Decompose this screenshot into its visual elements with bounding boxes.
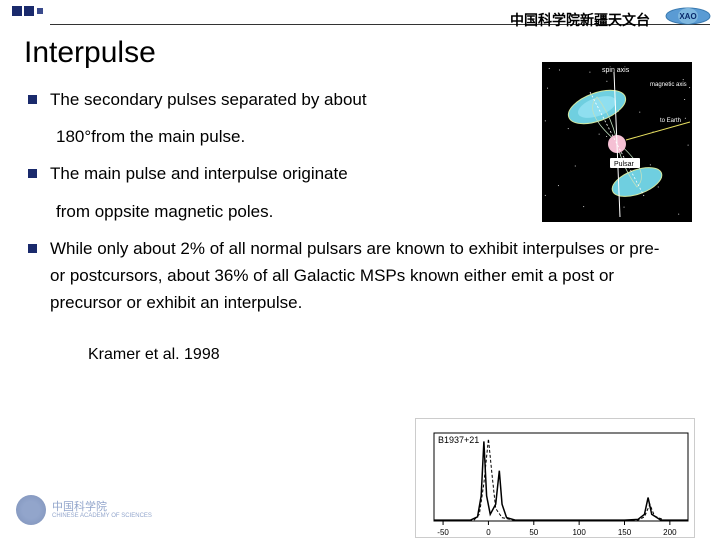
pulse-profile-chart: B1937+21 -50 0 50 100 150 200 xyxy=(415,418,695,538)
svg-text:0: 0 xyxy=(486,528,491,537)
svg-text:100: 100 xyxy=(572,528,586,537)
slide-header: 中国科学院新疆天文台 XAO xyxy=(0,0,720,26)
svg-text:Pulsar: Pulsar xyxy=(614,161,635,168)
cas-emblem-icon xyxy=(16,495,46,525)
svg-text:magnetic axis: magnetic axis xyxy=(650,82,687,88)
cas-cn-text: 中国科学院 xyxy=(52,501,152,513)
bullet-text: 180°from the main pulse. xyxy=(56,123,458,150)
header-decoration xyxy=(12,6,43,16)
cas-footer-text: 中国科学院 CHINESE ACADEMY OF SCIENCES xyxy=(52,501,152,520)
bullet-item: The secondary pulses separated by about … xyxy=(28,86,458,150)
slide-content: Interpulse The secondary pulses separate… xyxy=(0,26,720,364)
bullet-text: The secondary pulses separated by about xyxy=(50,90,367,109)
svg-text:to Earth: to Earth xyxy=(660,118,681,124)
bullet-item: While only about 2% of all normal pulsar… xyxy=(28,235,668,317)
cas-en-text: CHINESE ACADEMY OF SCIENCES xyxy=(52,513,152,520)
svg-text:B1937+21: B1937+21 xyxy=(438,435,479,445)
citation-text: Kramer et al. 1998 xyxy=(88,346,696,364)
svg-text:-50: -50 xyxy=(437,528,449,537)
xao-logo-icon: XAO xyxy=(664,4,712,28)
bullet-text: from oppsite magnetic poles. xyxy=(56,198,458,225)
bullet-item: The main pulse and interpulse originate … xyxy=(28,160,458,224)
bullet-text: The main pulse and interpulse originate xyxy=(50,164,348,183)
cas-footer-logo: 中国科学院 CHINESE ACADEMY OF SCIENCES xyxy=(16,490,156,530)
svg-text:XAO: XAO xyxy=(679,12,696,21)
svg-text:150: 150 xyxy=(618,528,632,537)
pulsar-diagram: spin axis magnetic axis to Earth Pulsar xyxy=(542,62,692,222)
bullet-text: While only about 2% of all normal pulsar… xyxy=(50,239,659,312)
svg-text:200: 200 xyxy=(663,528,677,537)
svg-text:50: 50 xyxy=(529,528,538,537)
svg-text:spin axis: spin axis xyxy=(602,67,630,74)
